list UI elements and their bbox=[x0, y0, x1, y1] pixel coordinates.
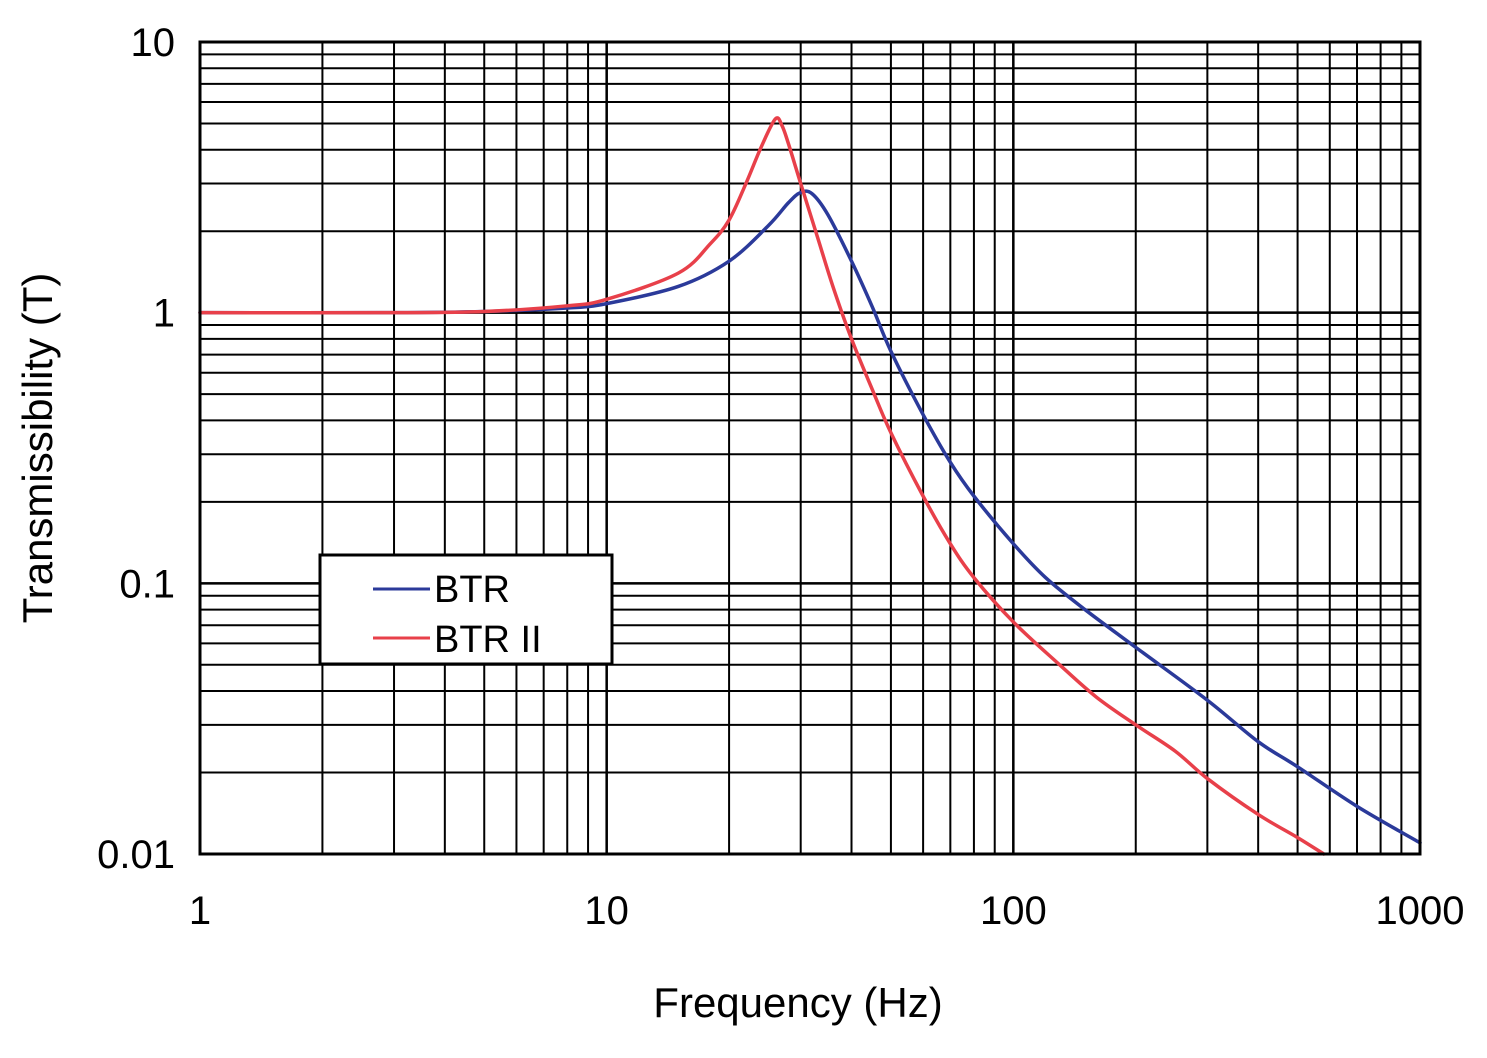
y-axis-title: Transmissibility (T) bbox=[14, 273, 61, 624]
y-tick-label: 10 bbox=[131, 21, 176, 65]
x-tick-label: 10 bbox=[584, 889, 629, 933]
chart-curves bbox=[198, 116, 1422, 856]
y-tick-label: 0.1 bbox=[119, 562, 175, 606]
legend-label-btr: BTR bbox=[434, 569, 510, 611]
y-tick-label: 1 bbox=[153, 292, 175, 336]
chart-grid bbox=[200, 42, 1420, 854]
legend: BTR BTR II bbox=[318, 553, 614, 666]
series-line-btr-ii bbox=[198, 116, 1326, 856]
y-tick-label: 0.01 bbox=[97, 833, 175, 877]
x-tick-label: 100 bbox=[980, 889, 1047, 933]
x-axis-title: Frequency (Hz) bbox=[653, 979, 942, 1026]
legend-box bbox=[318, 553, 614, 666]
legend-label-btr-ii: BTR II bbox=[434, 619, 542, 661]
x-tick-label: 1000 bbox=[1376, 889, 1465, 933]
plot-frame bbox=[198, 40, 1422, 856]
tick-labels: 1 10 100 1000 0.01 0.1 1 10 bbox=[97, 21, 1464, 933]
series-line-btr bbox=[198, 189, 1422, 845]
x-tick-label: 1 bbox=[189, 889, 211, 933]
